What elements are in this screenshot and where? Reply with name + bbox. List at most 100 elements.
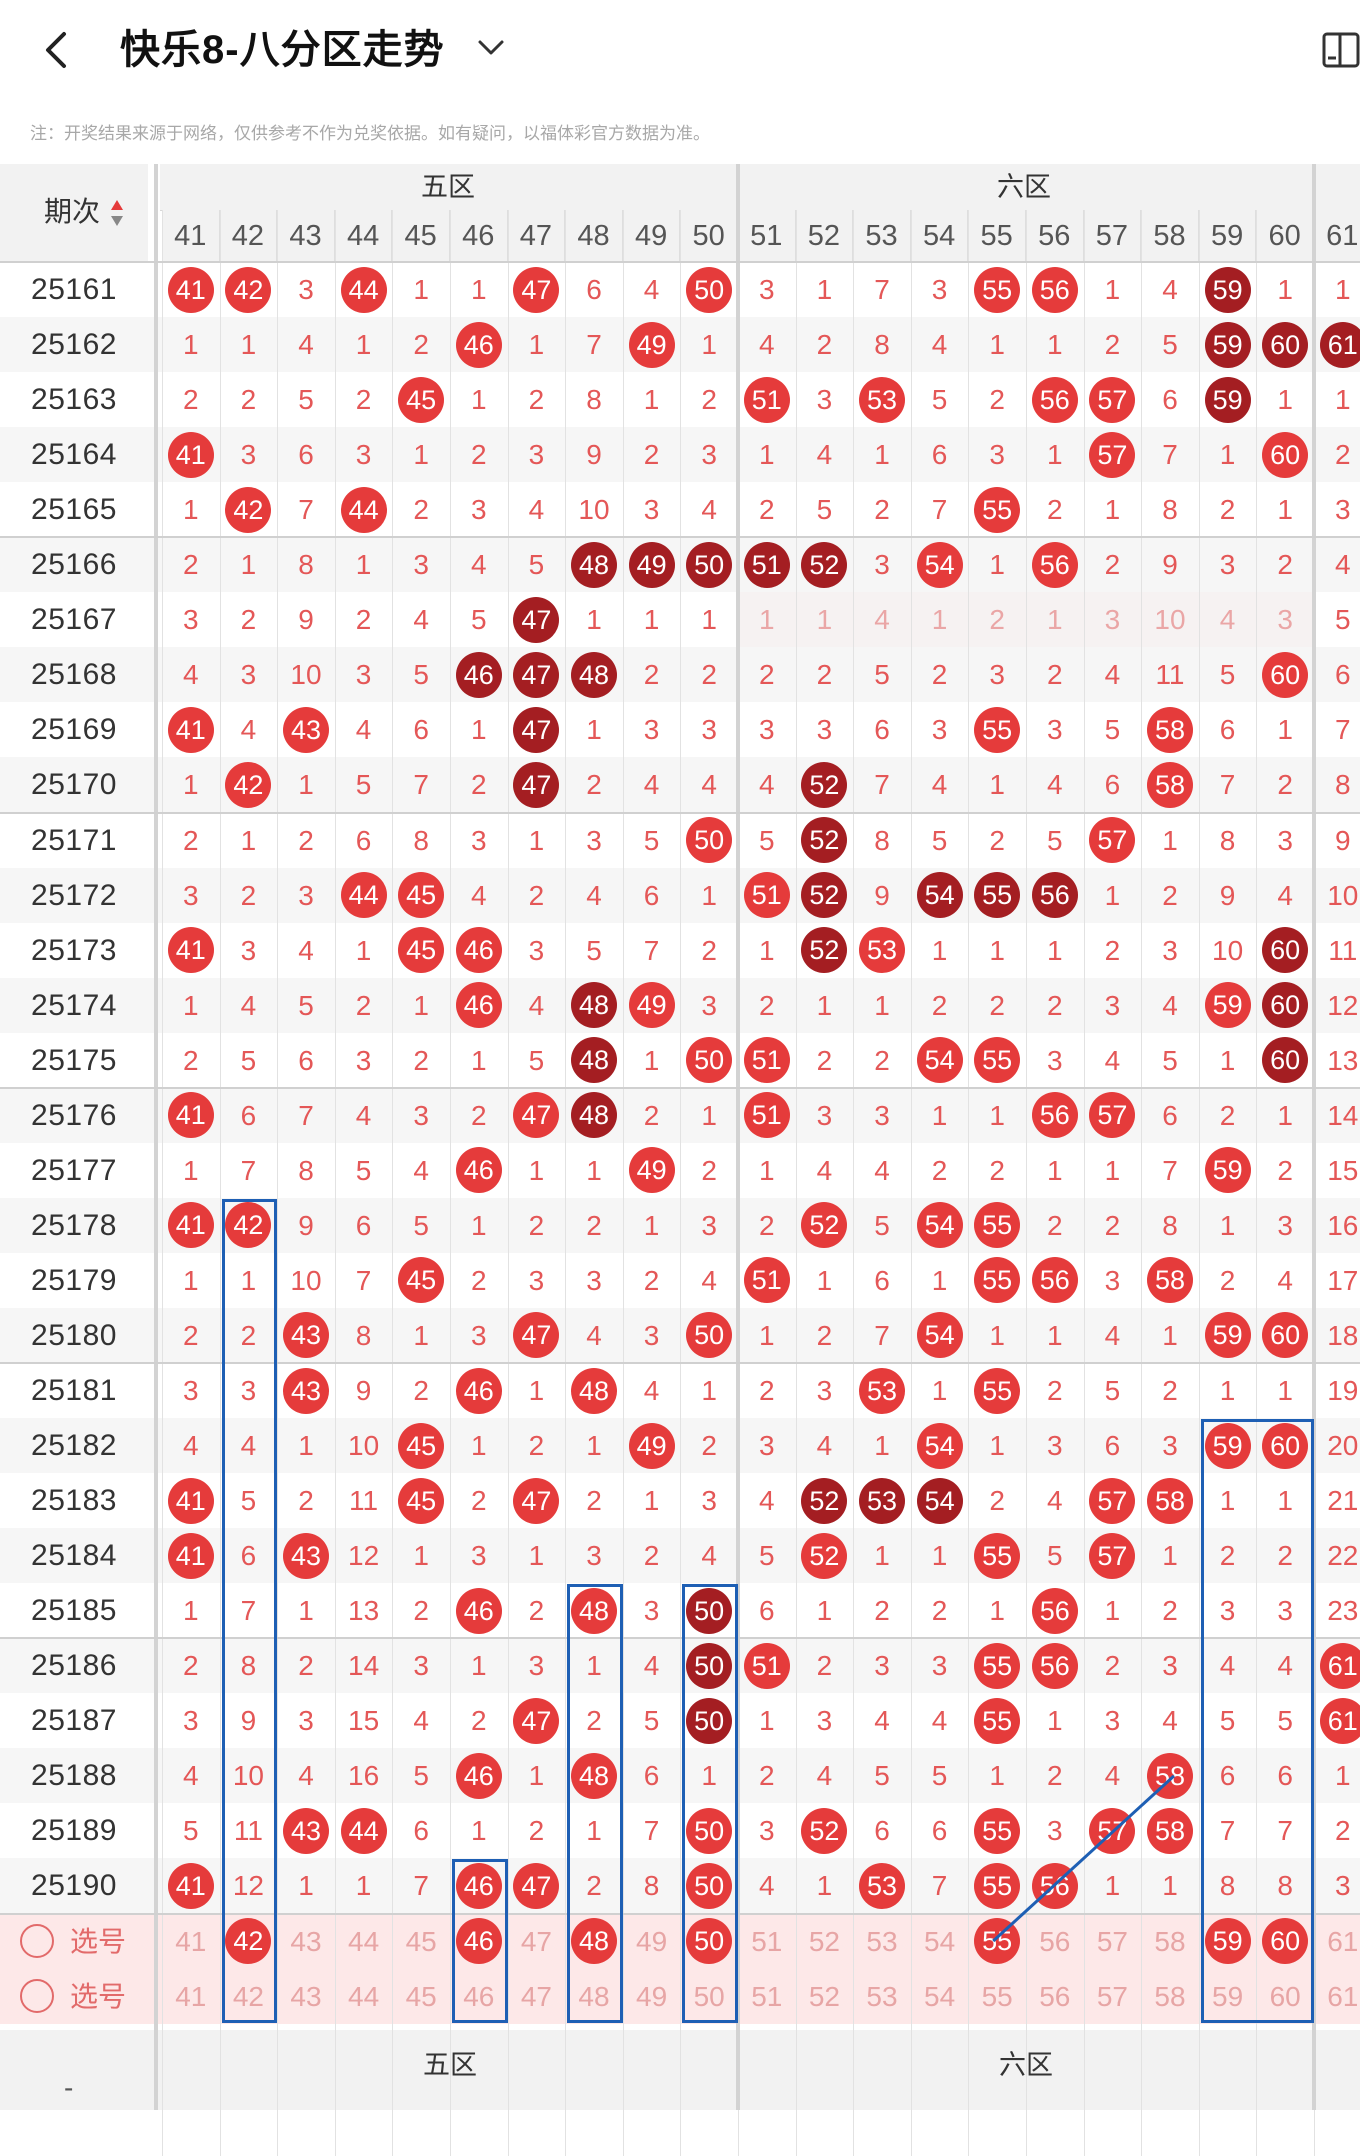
period-header[interactable]: 期次 (0, 164, 148, 262)
select-number-cell[interactable]: 56 (1039, 1925, 1071, 1957)
select-number-cell[interactable]: 51 (751, 1980, 783, 2012)
number-ball: 45 (398, 927, 445, 974)
trend-cell: 4 (701, 769, 717, 801)
select-number-cell[interactable]: 42 (220, 1914, 278, 1969)
period-cell: 25173 (31, 933, 117, 967)
trend-cell: 1 (1047, 329, 1063, 361)
select-number-cell[interactable]: 50 (693, 1980, 725, 2012)
trend-cell: 3 (1277, 1595, 1293, 1627)
select-number-cell[interactable]: 44 (348, 1980, 380, 2012)
trend-cell: 2 (183, 1044, 199, 1076)
select-number-cell[interactable]: 58 (1154, 1980, 1186, 2012)
trend-cell: 4 (759, 1870, 775, 1902)
trend-cell: 3 (701, 989, 717, 1021)
trend-cell: 3 (1047, 1430, 1063, 1462)
select-number-cell[interactable]: 46 (463, 1980, 495, 2012)
select-number-cell[interactable]: 57 (1096, 1980, 1128, 2012)
trend-cell: 8 (355, 1319, 372, 1351)
select-number-cell[interactable]: 61 (1327, 1925, 1359, 1957)
select-number-cell[interactable]: 51 (751, 1925, 783, 1957)
trend-cell: 6 (643, 1760, 660, 1792)
trend-cell: 3 (701, 439, 717, 471)
trend-cell: 4 (1104, 1760, 1121, 1792)
select-number-cell[interactable]: 50 (680, 1914, 738, 1969)
trend-cell: 1 (413, 1319, 429, 1351)
select-number-cell[interactable]: 58 (1154, 1925, 1186, 1957)
trend-box-marker (567, 1584, 623, 2023)
select-number-cell[interactable]: 49 (636, 1925, 668, 1957)
select-number-cell[interactable]: 54 (924, 1925, 956, 1957)
select-number-cell[interactable]: 45 (405, 1925, 437, 1957)
trend-cell: 6 (298, 439, 314, 471)
period-cell: 25183 (31, 1484, 117, 1518)
select-number-cell[interactable]: 48 (578, 1980, 610, 2012)
trend-cell: 2 (1104, 549, 1121, 581)
chevron-down-icon[interactable] (474, 30, 508, 64)
selection-label[interactable]: 选号 (70, 1980, 127, 2012)
trend-cell: 58 (1141, 1253, 1199, 1308)
select-number-cell[interactable]: 41 (175, 1980, 207, 2012)
select-number-cell[interactable]: 49 (636, 1980, 668, 2012)
column-header: 49 (622, 210, 681, 262)
select-number-cell[interactable]: 55 (981, 1980, 1013, 2012)
select-number-cell[interactable]: 41 (175, 1925, 207, 1957)
select-number-cell[interactable]: 60 (1256, 1914, 1314, 1969)
selected-number-ball[interactable]: 46 (455, 1918, 502, 1964)
trend-cell: 4 (298, 1760, 314, 1792)
select-number-cell[interactable]: 43 (290, 1925, 322, 1957)
select-number-cell[interactable]: 60 (1269, 1980, 1301, 2012)
trend-cell: 5 (1047, 1540, 1063, 1572)
trend-cell: 4 (183, 1430, 199, 1462)
selected-number-ball[interactable]: 59 (1204, 1918, 1251, 1964)
sort-icon[interactable] (110, 198, 124, 228)
select-number-cell[interactable]: 61 (1327, 1980, 1359, 2012)
select-number-cell[interactable]: 56 (1039, 1980, 1071, 2012)
trend-cell: 3 (1104, 989, 1121, 1021)
select-number-cell[interactable]: 44 (348, 1925, 380, 1957)
trend-cell: 2 (1162, 1375, 1178, 1406)
number-ball: 52 (801, 927, 848, 974)
trend-cell: 2 (816, 1319, 833, 1351)
selected-number-ball[interactable]: 48 (570, 1918, 617, 1964)
trend-cell: 44 (335, 262, 393, 317)
trend-cell: 5 (1162, 329, 1178, 361)
trend-cell: 4 (931, 329, 948, 361)
period-cell: 25176 (31, 1098, 117, 1132)
trend-cell: 4 (759, 769, 775, 801)
radio-icon[interactable] (20, 1923, 54, 1958)
trend-cell: 1 (183, 329, 199, 361)
page-title[interactable]: 快乐8-八分区走势 (120, 28, 445, 72)
chevron-left-icon[interactable] (40, 22, 80, 78)
trend-cell: 4 (1162, 274, 1178, 305)
trend-cell: 5 (931, 384, 948, 416)
select-number-cell[interactable]: 48 (565, 1914, 623, 1969)
select-number-cell[interactable]: 52 (808, 1925, 840, 1957)
trend-cell: 2 (1219, 494, 1236, 526)
select-number-cell[interactable]: 53 (866, 1925, 898, 1957)
select-number-cell[interactable]: 53 (866, 1980, 898, 2012)
select-number-cell[interactable]: 55 (968, 1914, 1026, 1969)
select-number-cell[interactable]: 47 (520, 1925, 552, 1957)
selected-number-ball[interactable]: 50 (686, 1918, 733, 1964)
select-number-cell[interactable]: 43 (290, 1980, 322, 2012)
selection-label[interactable]: 选号 (70, 1925, 127, 1957)
select-number-cell[interactable]: 46 (450, 1914, 508, 1969)
trend-cell: 43 (277, 1363, 335, 1418)
trend-cell: 52 (796, 1198, 854, 1253)
select-number-cell[interactable]: 59 (1199, 1914, 1257, 1969)
trend-cell: 4 (931, 1705, 948, 1737)
selected-number-ball[interactable]: 42 (225, 1918, 272, 1964)
select-number-cell[interactable]: 59 (1212, 1980, 1244, 2012)
select-number-cell[interactable]: 45 (405, 1980, 437, 2012)
select-number-cell[interactable]: 52 (808, 1980, 840, 2012)
sidebar-panel-icon[interactable] (1320, 30, 1360, 70)
select-number-cell[interactable]: 57 (1096, 1925, 1128, 1957)
number-ball: 58 (1146, 1477, 1193, 1524)
select-number-cell[interactable]: 47 (520, 1980, 552, 2012)
select-number-cell[interactable]: 54 (924, 1980, 956, 2012)
trend-cell: 2 (759, 1760, 775, 1792)
selected-number-ball[interactable]: 60 (1262, 1918, 1309, 1964)
radio-icon[interactable] (20, 1978, 54, 2013)
select-number-cell[interactable]: 42 (232, 1980, 264, 2012)
selected-number-ball[interactable]: 55 (974, 1918, 1021, 1964)
